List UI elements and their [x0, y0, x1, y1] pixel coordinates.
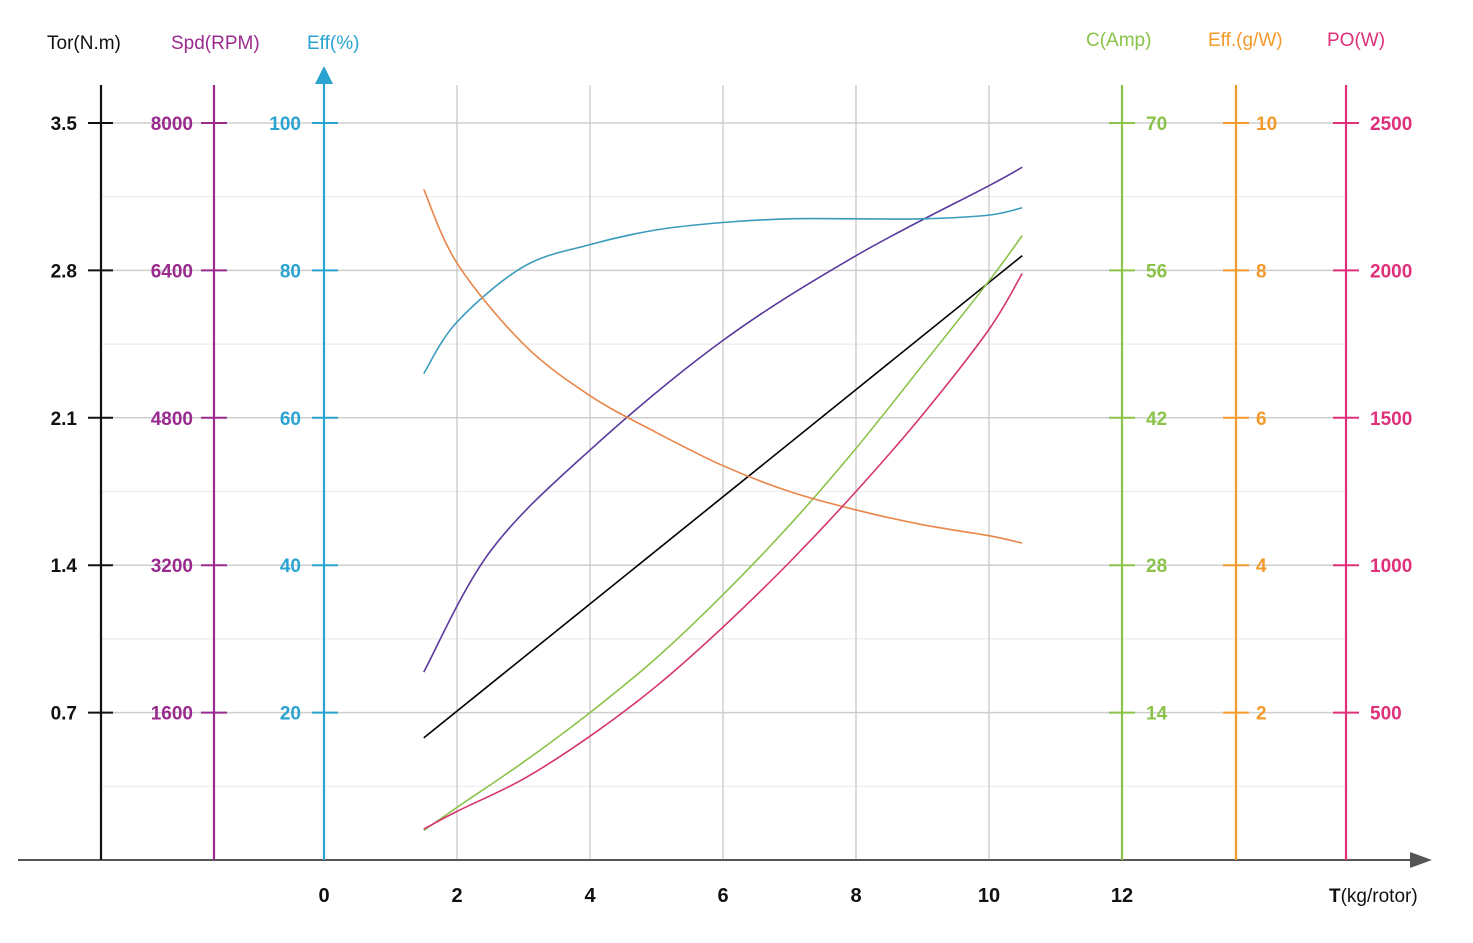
- x-tick-label: 4: [584, 885, 596, 907]
- tor-tick-label: 3.5: [51, 114, 78, 135]
- series-effg-line: [423, 189, 1023, 544]
- spd-tick-label: 8000: [151, 114, 193, 135]
- x-axis-title-unit: (kg/rotor): [1341, 886, 1418, 907]
- eff-tick-label: 60: [280, 409, 301, 430]
- tor-tick-label: 1.4: [51, 556, 78, 577]
- x-tick-label: 6: [717, 885, 728, 907]
- c-tick-label: 14: [1146, 704, 1168, 725]
- effg-tick-label: 6: [1256, 409, 1267, 430]
- tor-axis-title: Tor(N.m): [47, 33, 121, 54]
- po-tick-label: 2000: [1370, 261, 1412, 282]
- effg-tick-label: 8: [1256, 261, 1267, 282]
- c-tick-label: 70: [1146, 114, 1167, 135]
- c-tick-label: 42: [1146, 409, 1167, 430]
- effg-tick-label: 4: [1256, 556, 1267, 577]
- x-axis-title: T(kg/rotor): [1329, 886, 1418, 907]
- po-tick-label: 500: [1370, 704, 1402, 725]
- series-po-line: [423, 272, 1023, 830]
- c-tick-label: 56: [1146, 261, 1167, 282]
- eff-tick-label: 100: [269, 114, 301, 135]
- tor-tick-label: 2.1: [51, 409, 78, 430]
- po-tick-label: 2500: [1370, 114, 1412, 135]
- tor-tick-label: 0.7: [51, 704, 77, 725]
- eff-tick-label: 20: [280, 704, 301, 725]
- po-tick-label: 1500: [1370, 409, 1412, 430]
- eff-axis-title: Eff(%): [307, 33, 359, 54]
- c-axis-title: C(Amp): [1086, 30, 1151, 51]
- spd-axis-title: Spd(RPM): [171, 33, 260, 54]
- spd-tick-label: 4800: [151, 409, 193, 430]
- effg-tick-label: 10: [1256, 114, 1277, 135]
- series-spd-line: [423, 166, 1023, 673]
- series-lines: [423, 166, 1023, 832]
- series-eff-line: [423, 206, 1023, 375]
- axes: [18, 66, 1432, 868]
- eff-tick-label: 40: [280, 556, 301, 577]
- x-tick-label: 10: [978, 885, 1000, 907]
- eff-tick-label: 80: [280, 261, 301, 282]
- x-axis-title-bold: T: [1329, 886, 1341, 907]
- c-tick-label: 28: [1146, 556, 1167, 577]
- labels: 0.71.42.12.83.5Tor(N.m)16003200480064008…: [47, 30, 1418, 907]
- spd-tick-label: 6400: [151, 261, 193, 282]
- eff-axis-arrow-icon: [315, 66, 333, 84]
- series-tor-line: [423, 255, 1023, 739]
- effg-tick-label: 2: [1256, 704, 1267, 725]
- series-c-line: [423, 235, 1023, 832]
- tor-tick-label: 2.8: [51, 261, 77, 282]
- x-tick-label: 12: [1111, 885, 1133, 907]
- x-tick-label: 8: [850, 885, 861, 907]
- po-axis-title: PO(W): [1327, 30, 1385, 51]
- spd-tick-label: 3200: [151, 556, 193, 577]
- effg-axis-title: Eff.(g/W): [1208, 30, 1283, 51]
- x-tick-label: 2: [451, 885, 462, 907]
- po-tick-label: 1000: [1370, 556, 1412, 577]
- grid: [101, 85, 1346, 860]
- spd-tick-label: 1600: [151, 704, 193, 725]
- x-tick-label: 0: [318, 885, 329, 907]
